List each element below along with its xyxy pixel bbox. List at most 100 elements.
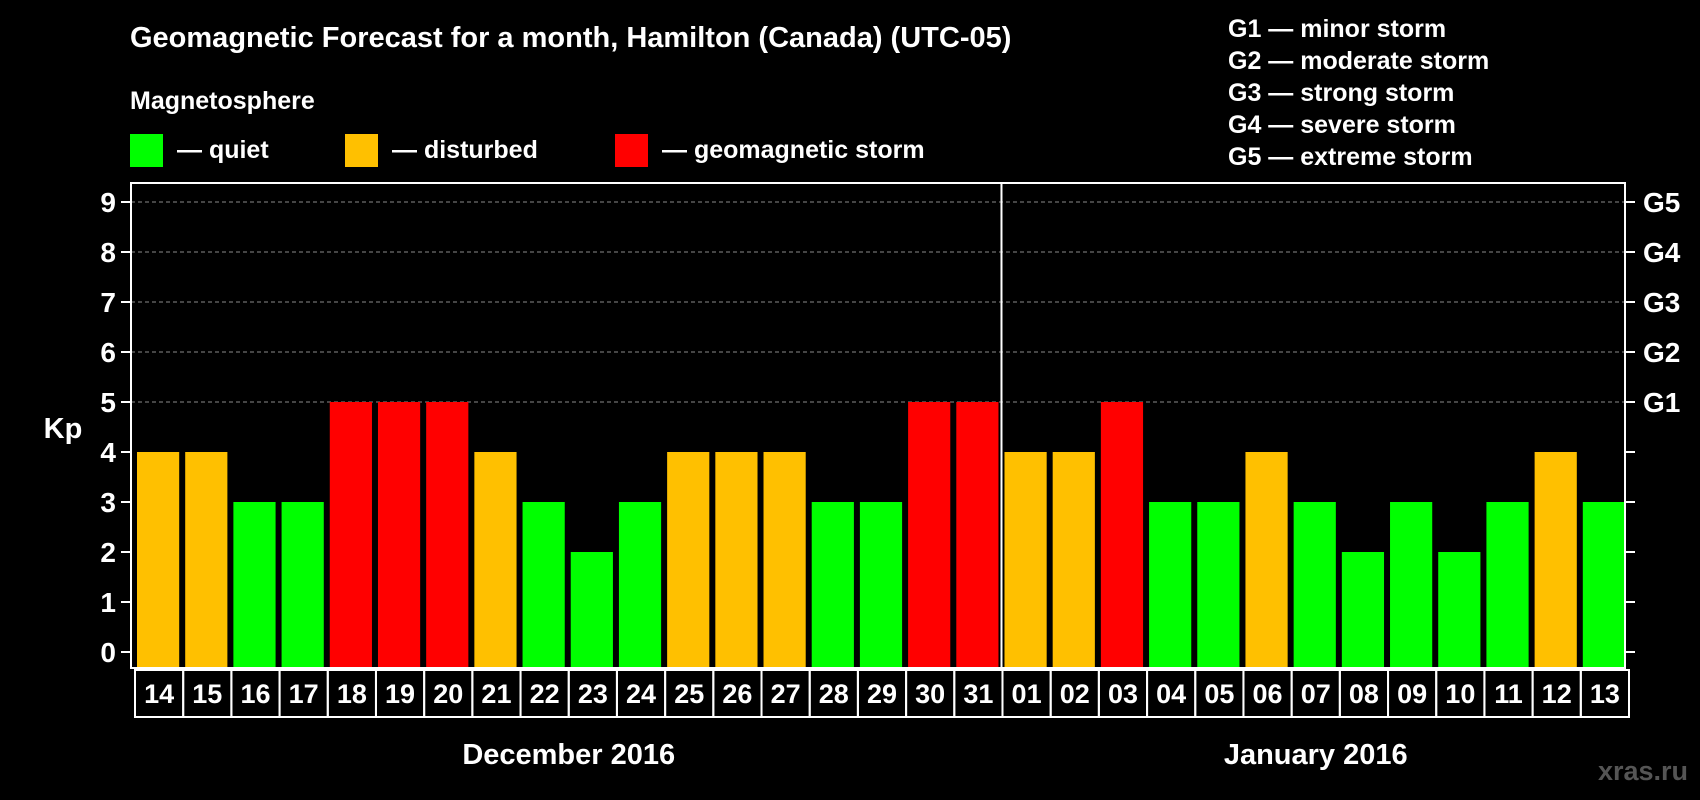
bar — [1100, 402, 1144, 668]
bar — [1197, 502, 1240, 668]
x-tick-label: 23 — [578, 679, 608, 709]
axes: 0 1 2 3 4 5 6 7 8 9 G1 G2 G3 G4 G5 — [100, 182, 1681, 669]
x-tick-label: 10 — [1445, 679, 1475, 709]
g-level-label: G4 — [1643, 237, 1681, 268]
legend-swatch — [615, 134, 648, 167]
x-tick-label: 28 — [819, 679, 849, 709]
bar — [859, 502, 903, 668]
bars — [137, 402, 1625, 668]
x-tick-label: 14 — [144, 679, 174, 709]
y-tick-label: 0 — [100, 637, 116, 668]
bar — [377, 402, 421, 668]
x-tick-label: 02 — [1060, 679, 1090, 709]
bar — [811, 502, 854, 668]
bar — [715, 452, 758, 668]
storm-scale-item: G2 — moderate storm — [1228, 47, 1489, 75]
storm-scale-list: G1 — minor storm G2 — moderate storm G3 — … — [1228, 15, 1489, 171]
g-level-label: G3 — [1643, 287, 1680, 318]
x-tick-label: 31 — [963, 679, 993, 709]
x-tick-label: 21 — [481, 679, 511, 709]
bar — [956, 402, 999, 668]
g-level-label: G5 — [1643, 187, 1680, 218]
bar — [233, 502, 276, 668]
watermark: xras.ru — [1598, 756, 1688, 786]
legend-label: — disturbed — [392, 136, 538, 164]
x-tick-label: 19 — [385, 679, 415, 709]
bar — [1341, 552, 1385, 668]
bar — [185, 452, 228, 668]
y-tick-label: 8 — [100, 237, 116, 268]
bar — [1004, 452, 1047, 668]
y-axis-label: Kp — [44, 413, 83, 445]
grid-lines — [131, 201, 1625, 403]
y-tick-label: 6 — [100, 337, 116, 368]
y-tick-label: 4 — [100, 437, 116, 468]
g-level-label: G2 — [1643, 337, 1680, 368]
bar — [426, 402, 469, 668]
x-tick-label: 25 — [674, 679, 704, 709]
bar — [1149, 502, 1192, 668]
x-tick-label: 07 — [1301, 679, 1331, 709]
bar — [329, 402, 372, 668]
x-tick-label: 06 — [1253, 679, 1283, 709]
bar — [1293, 502, 1336, 668]
chart-title: Geomagnetic Forecast for a month, Hamilt… — [130, 22, 1011, 54]
month-label: December 2016 — [462, 739, 675, 771]
x-tick-label: 01 — [1012, 679, 1042, 709]
legend-title: Magnetosphere — [130, 87, 315, 115]
x-tick-label: 29 — [867, 679, 897, 709]
storm-scale-item: G3 — strong storm — [1228, 79, 1454, 107]
legend-swatch — [345, 134, 378, 167]
month-label: January 2016 — [1224, 739, 1408, 771]
bar — [1582, 502, 1625, 668]
storm-scale-item: G5 — extreme storm — [1228, 143, 1473, 171]
bar — [1390, 502, 1433, 668]
bar — [570, 552, 613, 668]
x-tick-label: 05 — [1204, 679, 1234, 709]
storm-scale-item: G4 — severe storm — [1228, 111, 1456, 139]
x-tick-label: 22 — [530, 679, 560, 709]
x-tick-label: 18 — [337, 679, 367, 709]
x-tick-label: 04 — [1156, 679, 1186, 709]
x-tick-label: 11 — [1494, 679, 1523, 709]
x-tick-label: 09 — [1397, 679, 1427, 709]
bar — [1534, 452, 1577, 668]
x-axis-date-labels: 14 15 16 17 18 19 20 21 22 23 24 25 26 27 28 29 30 31 01 02… — [134, 669, 1630, 771]
bar — [667, 452, 710, 668]
y-tick-label: 1 — [100, 587, 116, 618]
storm-scale-item: G1 — minor storm — [1228, 15, 1446, 43]
x-tick-label: 03 — [1108, 679, 1138, 709]
x-tick-label: 27 — [771, 679, 801, 709]
x-tick-label: 16 — [240, 679, 270, 709]
bar — [522, 502, 565, 668]
bar — [763, 452, 806, 668]
legend-swatch — [130, 134, 163, 167]
x-tick-label: 26 — [722, 679, 752, 709]
x-tick-label: 24 — [626, 679, 656, 709]
bar — [1486, 502, 1529, 668]
y-tick-label: 9 — [100, 187, 116, 218]
x-tick-label: 17 — [289, 679, 319, 709]
bar — [618, 502, 662, 668]
x-tick-label: 13 — [1590, 679, 1620, 709]
legend: — quiet — disturbed — geomagnetic storm — [130, 134, 925, 167]
bar — [281, 502, 324, 668]
y-tick-label: 5 — [100, 387, 116, 418]
g-level-label: G1 — [1643, 387, 1680, 418]
x-tick-label: 15 — [192, 679, 222, 709]
bar — [1438, 552, 1481, 668]
bar — [1052, 452, 1095, 668]
x-tick-label: 12 — [1542, 679, 1572, 709]
plot-frame — [130, 182, 1626, 669]
legend-label: — quiet — [177, 136, 269, 164]
bar — [474, 452, 517, 668]
bar — [908, 402, 951, 668]
legend-label: — geomagnetic storm — [662, 136, 925, 164]
y-tick-label: 3 — [100, 487, 116, 518]
y-tick-label: 7 — [100, 287, 116, 318]
x-tick-cell — [1579, 669, 1630, 718]
y-tick-label: 2 — [100, 537, 116, 568]
bar — [137, 452, 180, 668]
x-tick-label: 20 — [433, 679, 463, 709]
